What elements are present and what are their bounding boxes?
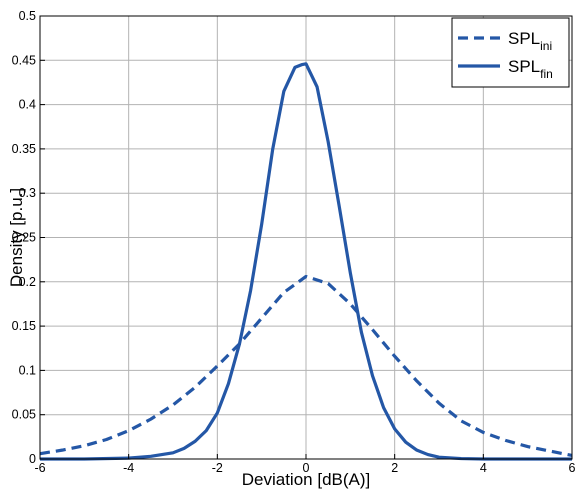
y-tick-label: 0.4 [19,98,36,112]
x-tick-label: 0 [303,461,310,475]
legend: SPLini SPLfin [451,17,570,88]
legend-box [451,17,570,88]
x-tick-label: 4 [480,461,487,475]
x-axis-label: Deviation [dB(A)] [242,470,371,489]
series-group [39,62,573,461]
x-tick-label: -4 [123,461,134,475]
y-axis-label: Density [p.u.] [7,188,26,287]
legend-label-ini: SPLini [508,29,552,53]
x-tick-label: -2 [212,461,223,475]
x-tick-label: -6 [34,461,45,475]
y-tick-label: 0.45 [12,53,36,67]
y-tick-label: 0.3 [19,186,36,200]
y-tick-label: 0.15 [12,319,36,333]
x-tick-label: 6 [569,461,576,475]
y-tick-label: 0.25 [12,231,36,245]
y-tick-label: 0.05 [12,408,36,422]
y-tick-label: 0 [29,452,36,466]
y-tick-label: 0.1 [19,363,36,377]
y-tick-label: 0.2 [19,275,36,289]
x-tick-label: 2 [391,461,398,475]
series-line-ini [39,274,573,458]
y-tick-label: 0.35 [12,142,36,156]
series-line-fin [40,62,572,461]
legend-label-fin: SPLfin [508,57,553,81]
axis-ticks: -6 -4 -2 0 2 4 6 0 0.05 0.1 0.15 0.2 0.25 0.3 0.35 0.4 0… [12,9,576,475]
y-tick-label: 0.5 [19,9,36,23]
